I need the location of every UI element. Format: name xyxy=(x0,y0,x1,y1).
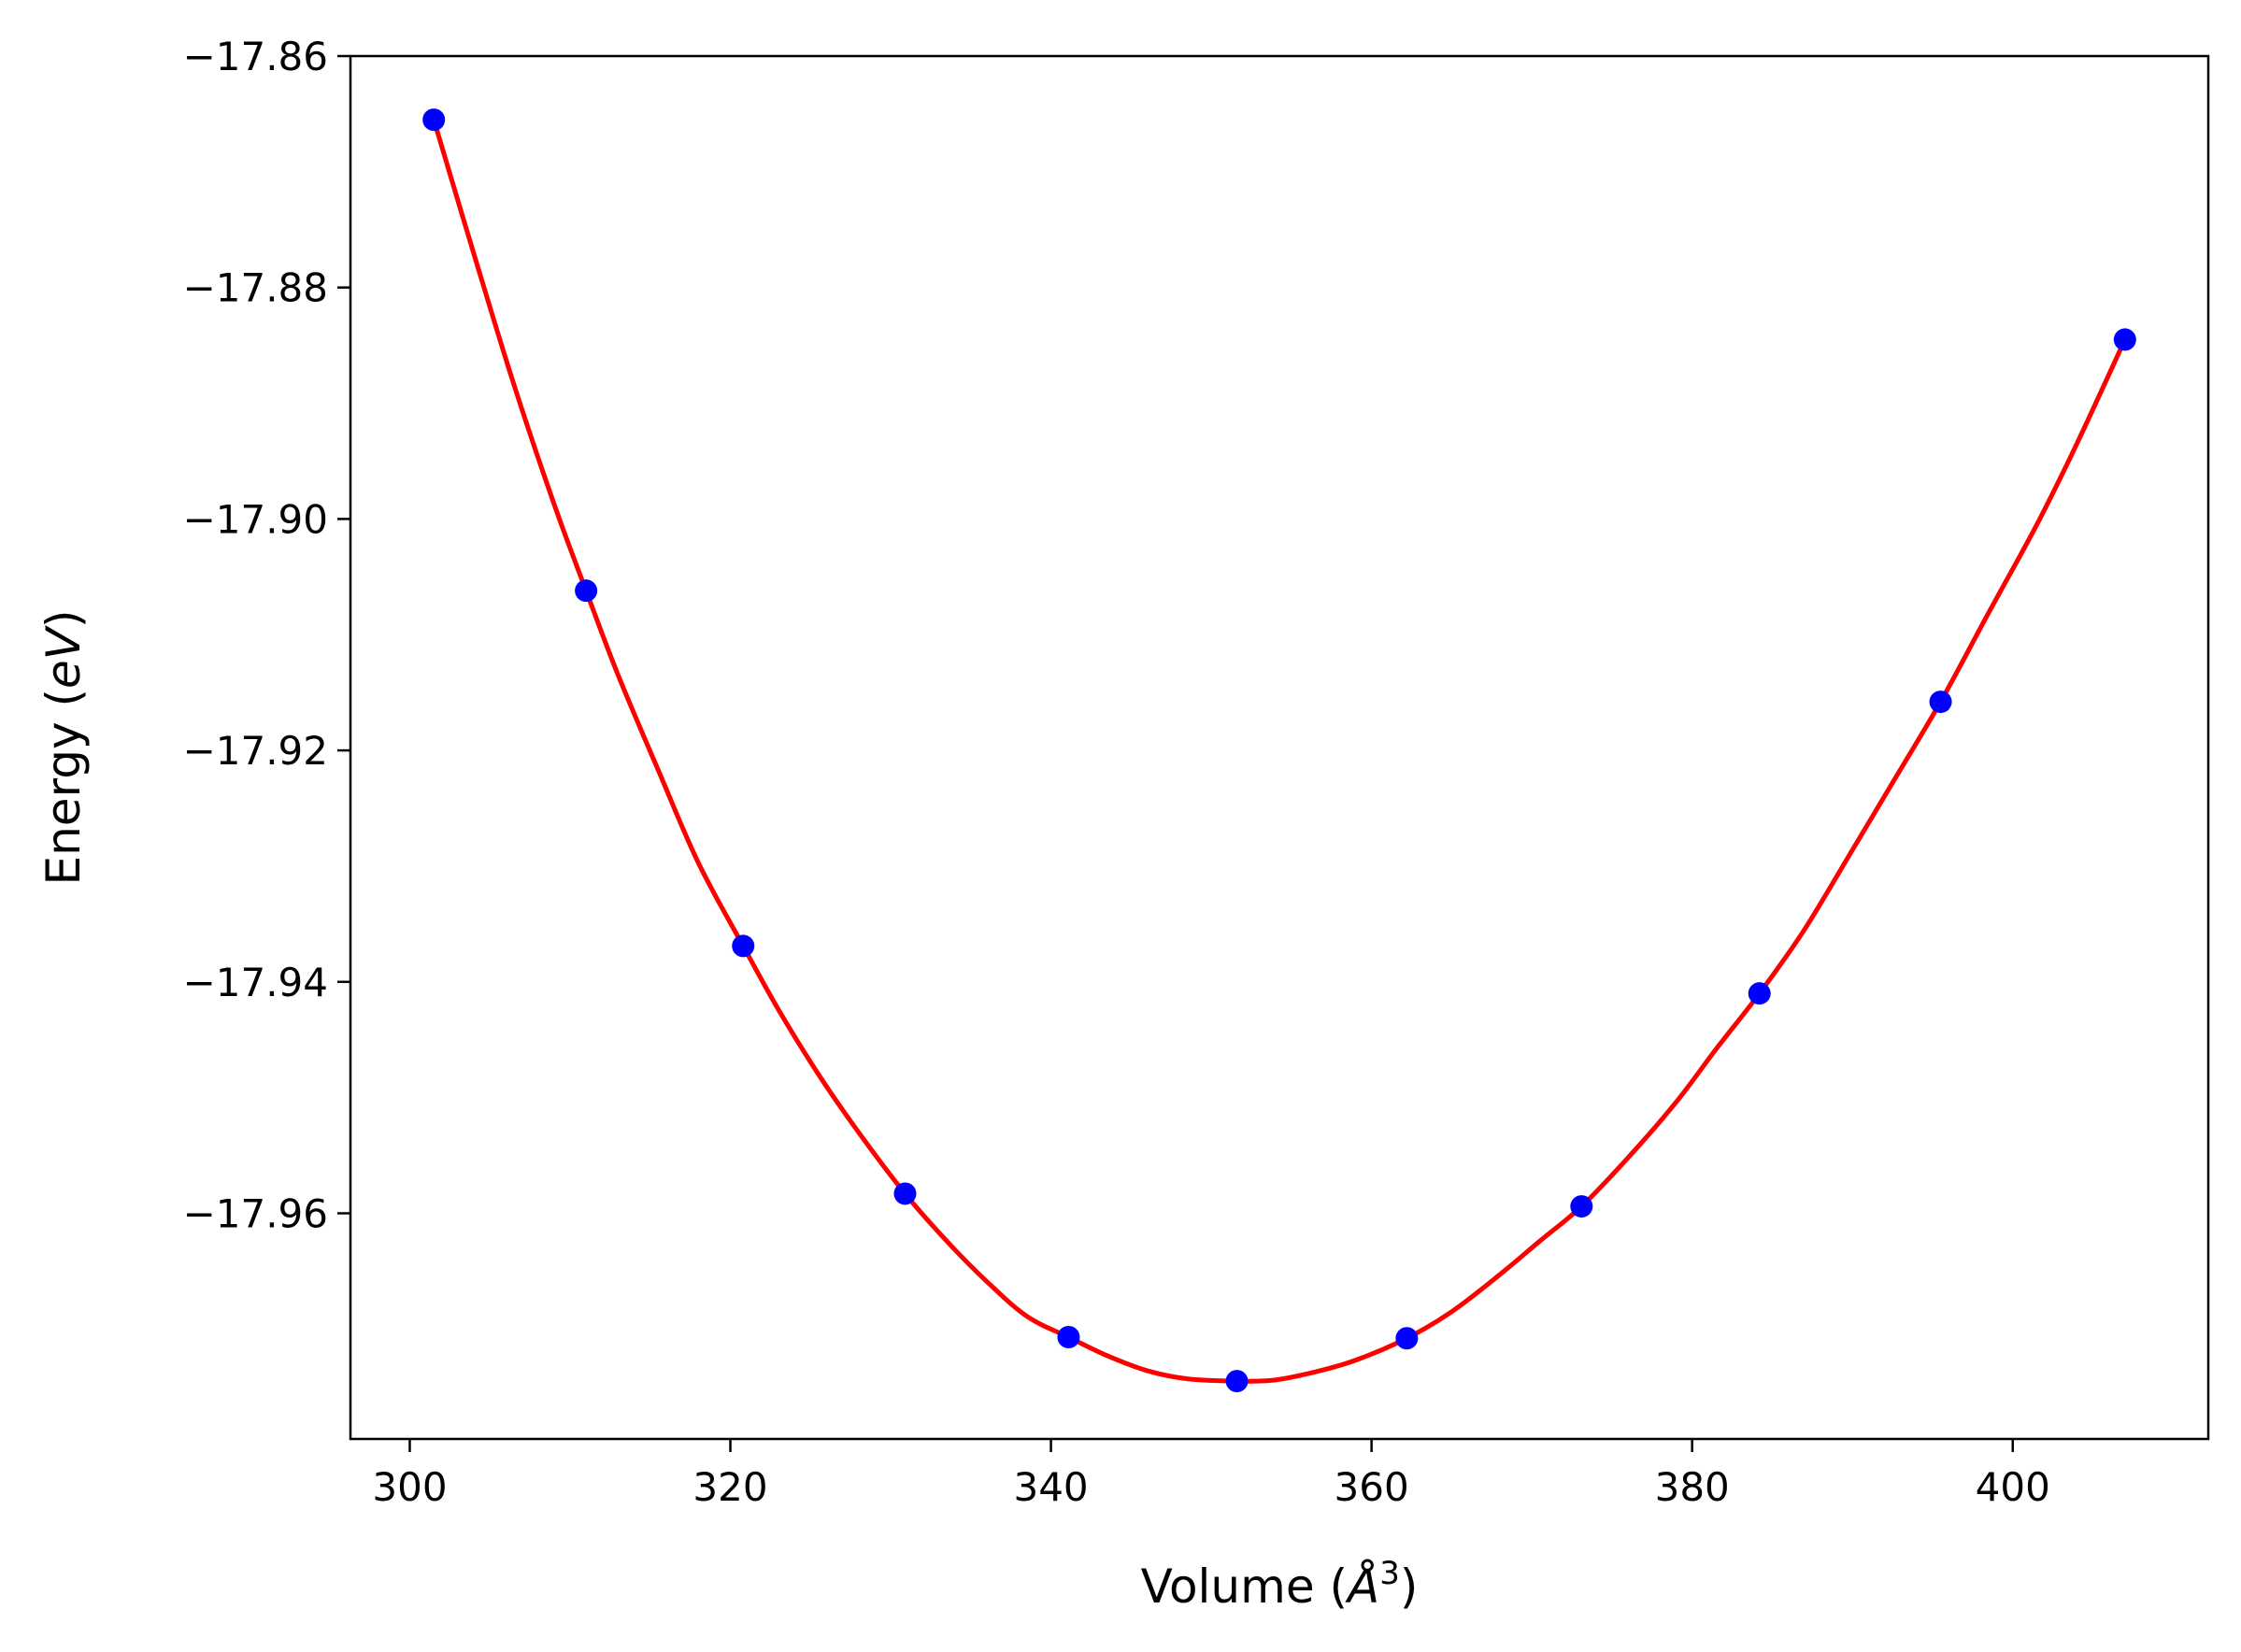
data-point xyxy=(1057,1326,1080,1349)
x-axis-label-symbol: Å xyxy=(1345,1559,1379,1614)
plot-frame xyxy=(349,54,2210,1441)
x-tick-label: 400 xyxy=(1976,1464,2050,1510)
data-point xyxy=(1570,1195,1593,1218)
data-point xyxy=(575,579,598,603)
x-tick-label: 340 xyxy=(1013,1464,1088,1510)
x-tick-label: 320 xyxy=(692,1464,767,1510)
y-axis-ticks: −17.86 −17.88 −17.90 −17.92 −17.94 −17.96 xyxy=(183,34,350,1236)
y-axis-label-close: ) xyxy=(36,610,91,629)
x-axis-ticks: 300 320 340 360 380 400 xyxy=(372,1439,2050,1510)
x-axis-label: Volume (Å3) xyxy=(1141,1555,1419,1614)
y-tick-label: −17.94 xyxy=(183,960,328,1005)
x-tick-label: 300 xyxy=(372,1464,447,1510)
data-points-layer xyxy=(422,108,2136,1393)
data-point xyxy=(732,934,755,958)
data-point xyxy=(1929,691,1952,714)
data-point xyxy=(1395,1327,1419,1350)
data-point xyxy=(1748,982,1771,1005)
fit-curve-layer xyxy=(431,119,2128,1384)
x-tick-label: 360 xyxy=(1335,1464,1409,1510)
y-tick-label: −17.90 xyxy=(183,496,328,542)
y-axis-label-text: Energy ( xyxy=(36,689,91,885)
data-point xyxy=(2113,328,2136,351)
x-axis-label-superscript: 3 xyxy=(1379,1555,1400,1592)
x-tick-label: 380 xyxy=(1655,1464,1730,1510)
data-point xyxy=(893,1182,917,1205)
data-point xyxy=(422,108,446,132)
y-axis-label-italic: eV xyxy=(36,624,91,689)
data-point xyxy=(1225,1370,1249,1393)
fit-curve-line xyxy=(431,119,2128,1384)
y-axis-label: Energy (eV) xyxy=(36,610,91,886)
y-tick-label: −17.92 xyxy=(183,728,328,774)
y-tick-label: −17.88 xyxy=(183,265,328,311)
x-axis-label-close: ) xyxy=(1400,1559,1419,1614)
y-tick-label: −17.86 xyxy=(183,34,328,79)
y-tick-label: −17.96 xyxy=(183,1190,328,1236)
x-axis-label-text: Volume ( xyxy=(1141,1559,1348,1614)
